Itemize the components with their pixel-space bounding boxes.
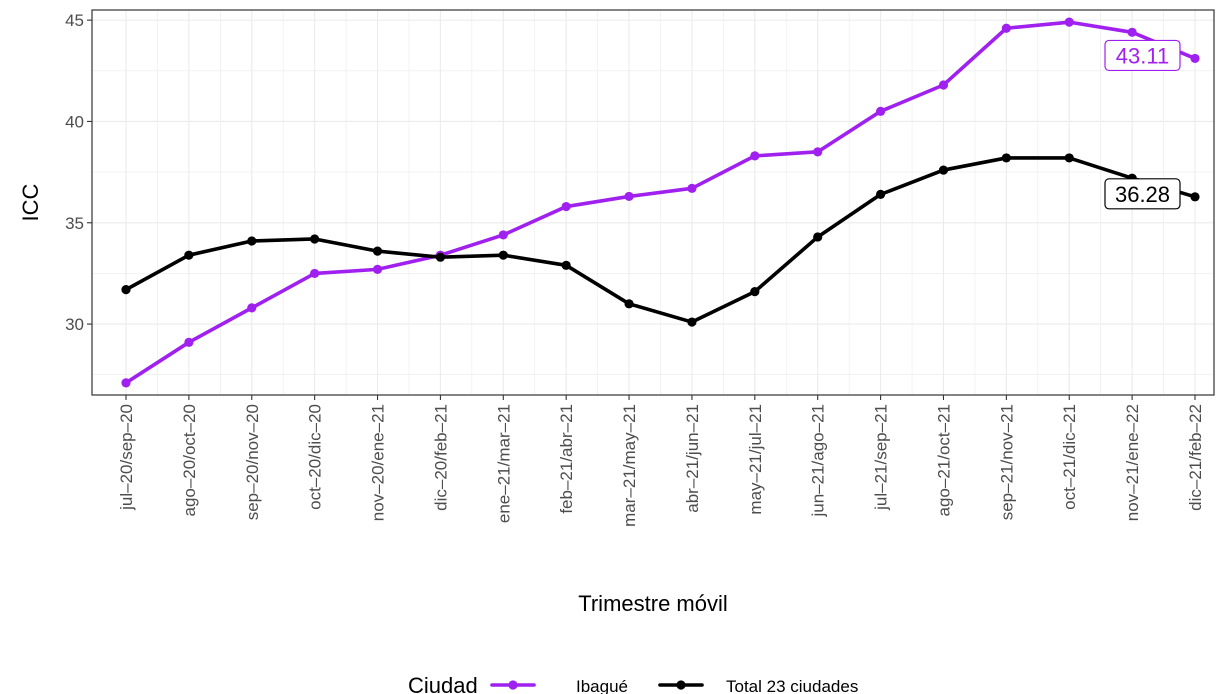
data-point bbox=[498, 230, 508, 240]
x-tick-label: sep–20/nov–20 bbox=[243, 404, 262, 520]
legend-key-point bbox=[676, 680, 686, 690]
data-point bbox=[687, 183, 697, 193]
data-point bbox=[372, 264, 383, 274]
x-tick-label: dic–20/feb–21 bbox=[431, 404, 450, 511]
data-point bbox=[498, 250, 508, 260]
data-point bbox=[624, 191, 634, 202]
series-total-23-ciudades bbox=[121, 153, 1200, 327]
data-point bbox=[247, 236, 257, 246]
data-point bbox=[1190, 192, 1200, 202]
series-line bbox=[124, 156, 1197, 324]
x-axis-title: Trimestre móvil bbox=[578, 591, 728, 616]
x-tick-label: oct–20/dic–20 bbox=[306, 404, 325, 510]
legend-item: Ibagué bbox=[490, 677, 628, 694]
data-point bbox=[875, 189, 886, 199]
x-tick-label: nov–20/ene–21 bbox=[369, 404, 388, 521]
x-tick-label: feb–21/abr–21 bbox=[557, 404, 576, 514]
end-label: 43.11 bbox=[1104, 39, 1181, 72]
x-tick-label: jun–21/ago–21 bbox=[809, 404, 828, 518]
data-point bbox=[247, 303, 257, 313]
data-point bbox=[310, 234, 320, 244]
x-tick-label: ago–21/oct–21 bbox=[934, 404, 953, 517]
data-point bbox=[184, 250, 194, 260]
x-tick-label: ene–21/mar–21 bbox=[494, 404, 513, 523]
data-point bbox=[435, 252, 446, 262]
legend-label: Ibagué bbox=[576, 677, 628, 694]
y-tick-label: 30 bbox=[65, 315, 84, 334]
data-point bbox=[687, 317, 697, 327]
data-point bbox=[938, 80, 949, 90]
x-tick-label: jul–20/sep–20 bbox=[117, 404, 136, 511]
data-point bbox=[875, 106, 886, 116]
y-axis: 30 35 40 45 bbox=[65, 11, 92, 334]
data-point bbox=[813, 147, 823, 157]
end-label-box bbox=[1104, 178, 1181, 210]
data-point bbox=[184, 337, 194, 347]
x-tick-label: may–21/jul–21 bbox=[746, 404, 765, 515]
end-labels: 43.11 36.28 bbox=[1104, 39, 1181, 210]
end-label: 36.28 bbox=[1104, 178, 1181, 210]
data-point bbox=[1190, 53, 1200, 64]
x-tick-label: dic–21/feb–22 bbox=[1186, 404, 1205, 511]
legend-item: Total 23 ciudades bbox=[658, 677, 858, 694]
x-tick-label: abr–21/jun–21 bbox=[683, 404, 702, 513]
x-tick-label: mar–21/may–21 bbox=[620, 404, 639, 527]
legend-label: Total 23 ciudades bbox=[726, 677, 858, 694]
data-point bbox=[121, 378, 131, 388]
data-point bbox=[121, 285, 131, 295]
data-point bbox=[561, 201, 571, 212]
data-point bbox=[624, 299, 634, 309]
panel-border bbox=[91, 9, 1215, 396]
data-point bbox=[750, 151, 760, 161]
data-point bbox=[1064, 17, 1074, 27]
grid-lines bbox=[92, 10, 1214, 395]
x-axis: jul–20/sep–20 ago–20/oct–20 sep–20/nov–20 o… bbox=[117, 395, 1205, 527]
y-tick-label: 35 bbox=[65, 214, 84, 233]
x-tick-label: nov–21/ene–22 bbox=[1123, 404, 1142, 521]
data-point bbox=[938, 165, 949, 175]
legend-key-point bbox=[508, 680, 518, 690]
legend: Ciudad Ibagué Total 23 ciudades bbox=[408, 673, 858, 694]
end-label-value: 43.11 bbox=[1116, 43, 1169, 68]
data-point bbox=[372, 246, 383, 256]
x-tick-label: ago–20/oct–20 bbox=[180, 404, 199, 517]
series-ibague bbox=[121, 17, 1200, 388]
data-point bbox=[813, 232, 823, 242]
series-line bbox=[124, 20, 1197, 385]
data-point bbox=[561, 260, 571, 270]
data-point bbox=[1064, 153, 1074, 163]
end-label-box bbox=[1104, 39, 1181, 72]
end-label-value: 36.28 bbox=[1115, 182, 1170, 207]
y-axis-title: ICC bbox=[18, 183, 43, 221]
legend-title: Ciudad bbox=[408, 673, 478, 694]
data-point bbox=[310, 268, 320, 279]
y-tick-label: 45 bbox=[65, 11, 84, 30]
x-tick-label: jul–21/sep–21 bbox=[872, 404, 891, 511]
data-point bbox=[1127, 27, 1137, 37]
data-point bbox=[750, 287, 760, 297]
y-tick-label: 40 bbox=[65, 112, 84, 131]
data-point bbox=[1001, 153, 1011, 163]
series-layer bbox=[121, 17, 1200, 388]
data-point bbox=[1001, 23, 1011, 33]
x-tick-label: sep–21/nov–21 bbox=[997, 404, 1016, 520]
x-tick-label: oct–21/dic–21 bbox=[1060, 404, 1079, 510]
